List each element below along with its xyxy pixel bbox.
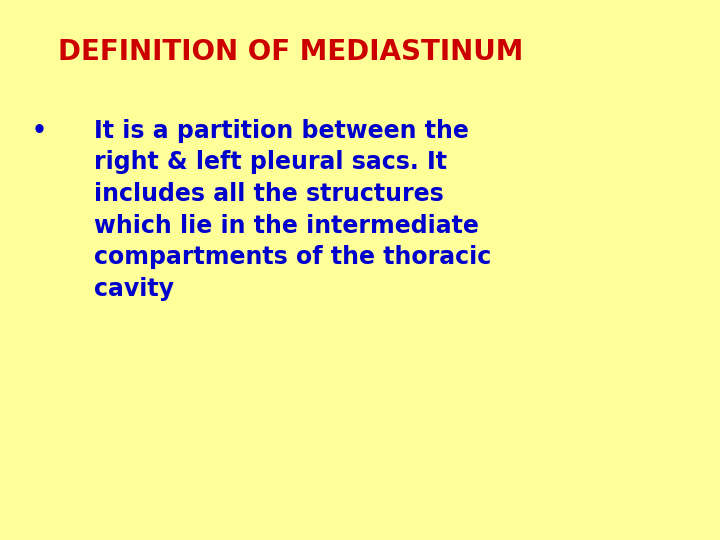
Text: DEFINITION OF MEDIASTINUM: DEFINITION OF MEDIASTINUM <box>58 38 523 66</box>
Text: It is a partition between the
right & left pleural sacs. It
includes all the str: It is a partition between the right & le… <box>94 119 491 301</box>
Text: •: • <box>32 119 47 143</box>
